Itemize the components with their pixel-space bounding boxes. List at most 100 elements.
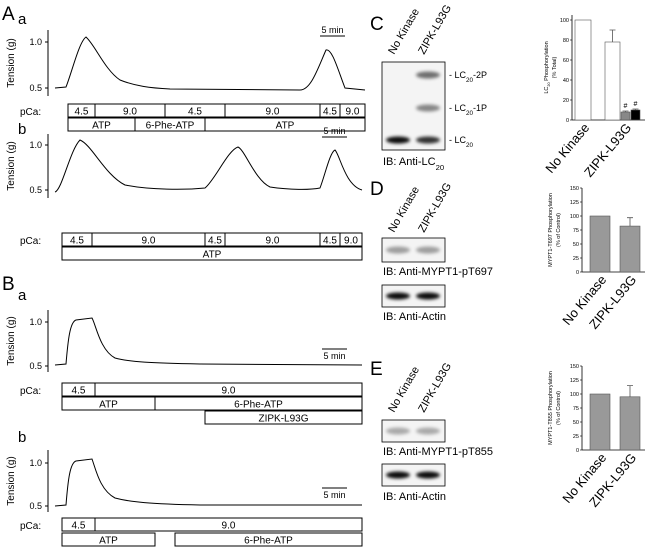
condition-label: 9.0 (346, 107, 360, 118)
pca-label: pCa: (20, 521, 41, 532)
lane-label: ZIPK-L93G (416, 3, 454, 57)
y-axis-label: MYPT1-T855 Phosphorylation (548, 371, 554, 445)
y-tick-label: 50 (573, 420, 579, 426)
band-label: - LC20-1P (449, 103, 487, 117)
blot (381, 463, 446, 487)
band (386, 471, 410, 479)
text-part: 20 (466, 142, 474, 149)
condition-box (94, 517, 363, 532)
scale-label: 5 min (323, 126, 345, 136)
y-tick-label: 40 (563, 78, 569, 84)
text-part: -1P (473, 103, 487, 113)
y-tick-label: 125 (570, 200, 579, 206)
band (386, 136, 410, 144)
y-axis-label: Tension (g) (6, 141, 17, 190)
y-tick-label: 0.5 (29, 501, 42, 511)
bar (574, 19, 592, 121)
y-tick-label: 75 (573, 406, 579, 412)
panel-letter: C (370, 14, 384, 35)
condition-label: 6-Phe-ATP (234, 400, 283, 411)
y-tick-label: 150 (570, 186, 579, 192)
text-part: 20 (436, 163, 445, 172)
y-tick-label: 20 (563, 98, 569, 104)
condition-box (339, 232, 363, 247)
condition-label: 6-Phe-ATP (146, 121, 195, 132)
bar-annotation: # (624, 103, 628, 110)
text-part: Phosphorylation (544, 41, 550, 82)
panel-letter: D (370, 179, 384, 200)
condition-label: 4.5 (70, 236, 84, 247)
condition-label: ATP (99, 536, 118, 547)
bar (619, 396, 641, 451)
blot-caption: IB: Anti-MYPT1-pT855 (383, 446, 493, 458)
condition-box (94, 382, 363, 397)
lane-label: ZIPK-L93G (416, 181, 454, 235)
band (416, 104, 440, 112)
condition-label: 4.5 (72, 521, 86, 532)
bar-annotation: # (634, 101, 638, 108)
condition-label: 4.5 (188, 107, 202, 118)
panel-letter: A (2, 4, 15, 25)
text-part: - LC (449, 103, 467, 113)
condition-label: ZIPK-L93G (258, 414, 308, 425)
blot (381, 284, 446, 308)
y-tick-label: 60 (563, 58, 569, 64)
condition-label: ATP (99, 400, 118, 411)
blot-caption: IB: Anti-Actin (383, 491, 446, 503)
scale-label: 5 min (323, 490, 345, 500)
error-bar (627, 217, 633, 227)
band (416, 136, 440, 144)
blot-caption: IB: Anti-LC20 (383, 156, 444, 172)
condition-label: 6-Phe-ATP (244, 536, 293, 547)
pca-label: pCa: (20, 107, 41, 118)
blot-caption: IB: Anti-MYPT1-pT697 (383, 266, 493, 278)
scale-label: 5 min (323, 351, 345, 361)
band (416, 71, 440, 79)
y-tick-label: 0.5 (29, 361, 42, 371)
y-tick-label: 0 (576, 270, 579, 276)
y-tick-label: 1.0 (29, 317, 42, 327)
y-tick-label: 25 (573, 434, 579, 440)
y-tick-label: 1.0 (29, 140, 42, 150)
pca-label: pCa: (20, 236, 41, 247)
band (386, 427, 410, 435)
tension-trace (54, 317, 363, 366)
bar (604, 41, 621, 121)
condition-box (154, 396, 363, 411)
y-tick-label: 0 (576, 448, 579, 454)
band-label: - LC20 (449, 135, 474, 149)
trace-label: b (18, 429, 26, 446)
condition-label: 9.0 (266, 236, 280, 247)
condition-label: 4.5 (208, 236, 222, 247)
band (416, 246, 440, 254)
condition-box (61, 532, 156, 547)
y-tick-label: 1.0 (29, 458, 42, 468)
panel-letter: B (2, 274, 15, 295)
text-part: -2P (473, 70, 487, 80)
y-tick-label: 0.5 (29, 185, 42, 195)
condition-label: ATP (276, 121, 295, 132)
y-axis-label: (% of Control) (556, 213, 562, 247)
condition-box (204, 410, 363, 425)
blot-caption: IB: Anti-Actin (383, 311, 446, 323)
band (386, 246, 410, 254)
trace-label: b (18, 121, 26, 138)
text-part: LC (544, 87, 550, 94)
text-part: IB: Anti-LC (383, 156, 436, 168)
error-bar (632, 108, 639, 110)
y-tick-label: 100 (570, 214, 579, 220)
text-part: 20 (466, 77, 474, 84)
y-tick-label: 0 (566, 118, 569, 124)
y-tick-label: 150 (570, 364, 579, 370)
y-axis-label: (% Total) (552, 57, 558, 79)
error-bar (627, 385, 633, 397)
band-label: - LC20-2P (449, 70, 487, 84)
condition-label: 4.5 (72, 386, 86, 397)
trace-label: a (18, 11, 27, 28)
blot (381, 419, 446, 443)
bar (619, 225, 641, 273)
y-axis-label: (% of Control) (556, 391, 562, 425)
condition-label: 4.5 (323, 236, 337, 247)
condition-label: 9.0 (123, 107, 137, 118)
